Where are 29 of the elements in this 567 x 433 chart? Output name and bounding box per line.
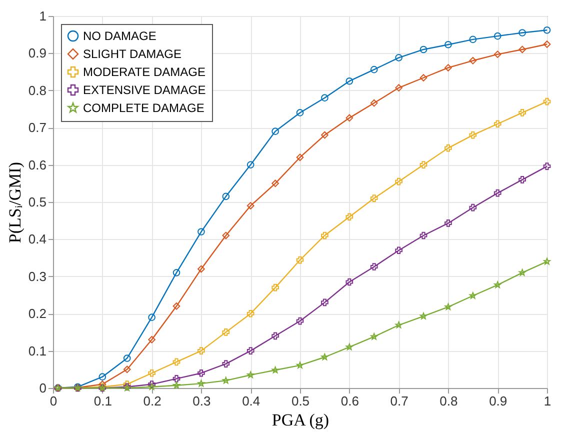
x-tick-label: 0.5 [291, 394, 310, 408]
legend-label: COMPLETE DAMAGE [83, 101, 204, 115]
legend-label: EXTENSIVE DAMAGE [83, 83, 206, 97]
y-axis-title: P(LSᵢ/GMI) [5, 162, 24, 244]
legend-label: SLIGHT DAMAGE [83, 47, 182, 61]
y-tick-label: 0.9 [28, 46, 46, 61]
y-tick-label: 0.3 [28, 268, 46, 284]
x-tick-label: 0 [50, 394, 58, 408]
legend-label: MODERATE DAMAGE [83, 65, 206, 79]
y-tick-label: 1 [39, 8, 46, 24]
y-tick-label: 0.7 [28, 120, 46, 136]
x-tick-label: 0.1 [94, 394, 112, 408]
y-tick-label: 0.4 [28, 232, 46, 247]
y-tick-label: 0.1 [28, 343, 46, 358]
x-tick-label: 0.6 [340, 394, 359, 408]
legend-label: NO DAMAGE [83, 29, 156, 43]
y-tick-label: 0.6 [28, 157, 46, 172]
x-tick-label: 0.7 [390, 394, 408, 408]
x-axis-title: PGA (g) [272, 410, 330, 430]
x-tick-label: 0.9 [489, 394, 508, 408]
y-tick-label: 0.5 [28, 194, 46, 210]
x-tick-label: 0.3 [192, 394, 211, 408]
x-tick-label: 1 [544, 394, 552, 408]
x-tick-label: 0.4 [242, 394, 260, 408]
y-tick-label: 0.8 [28, 82, 46, 98]
x-tick-label: 0.2 [143, 394, 162, 408]
x-tick-label: 0.8 [440, 394, 458, 408]
y-tick-label: 0 [39, 380, 46, 396]
y-tick-label: 0.2 [28, 306, 46, 322]
